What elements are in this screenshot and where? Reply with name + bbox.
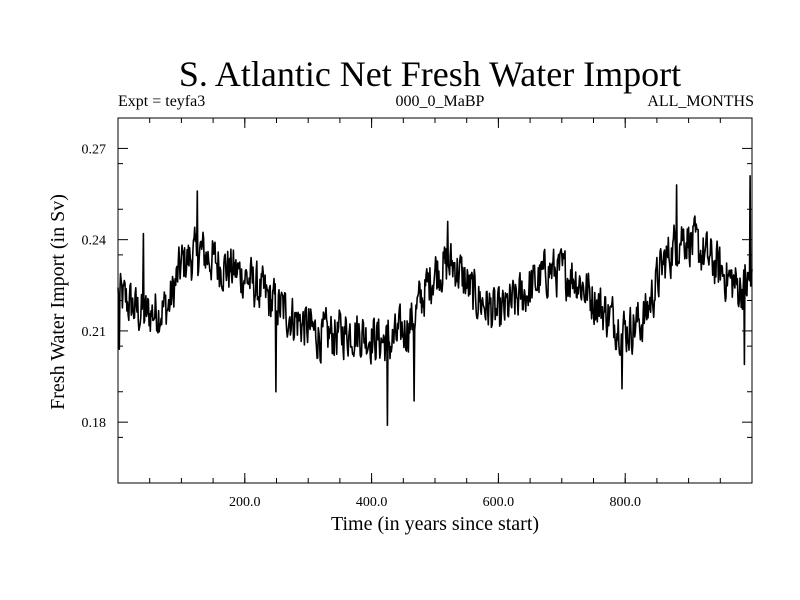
experiment-label: Expt = teyfa3 (118, 93, 206, 110)
months-label: ALL_MONTHS (647, 93, 754, 110)
chart-title: S. Atlantic Net Fresh Water Import (178, 54, 682, 94)
y-axis-label: Fresh Water Import (in Sv) (47, 194, 69, 410)
series-line (117, 175, 753, 426)
y-tick-label: 0.21 (82, 325, 107, 340)
x-tick-label: 600.0 (483, 495, 515, 510)
y-tick-label: 0.27 (82, 142, 107, 157)
ticks-layer: 200.0 400.0 600.0 800.0 0.18 0.21 0.24 0.27 (82, 118, 752, 510)
x-tick-label: 800.0 (609, 495, 641, 510)
plot-frame (117, 117, 753, 484)
x-axis-label: Time (in years since start) (331, 513, 539, 535)
period-label: 000_0_MaBP (395, 93, 485, 110)
y-tick-label: 0.24 (82, 234, 107, 249)
x-tick-label: 200.0 (229, 495, 261, 510)
x-tick-label: 400.0 (356, 495, 388, 510)
y-tick-label: 0.18 (82, 416, 107, 431)
